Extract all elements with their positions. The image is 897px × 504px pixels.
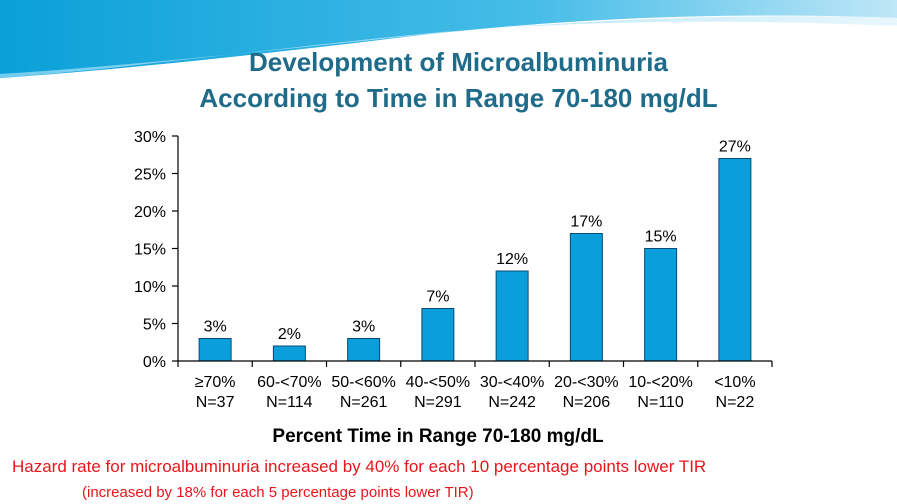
data-labels: 3% 2% 3% 7% 12% 17% 15% 27% bbox=[204, 139, 751, 344]
x-tick-label: 40-<50% bbox=[406, 374, 471, 391]
bar bbox=[198, 338, 232, 362]
bar bbox=[495, 270, 529, 362]
bar bbox=[272, 345, 306, 362]
y-tick-label: 10% bbox=[134, 279, 166, 296]
y-tick-label: 25% bbox=[134, 167, 166, 184]
x-tick-sublabel: N=291 bbox=[414, 394, 462, 411]
bar bbox=[718, 158, 752, 362]
bar-chart: 0% 5% 10% 15% 20% 25% 30% 3% 2% 3% 7% 12% 17% 15% 27%… bbox=[134, 129, 773, 447]
decorative-banner bbox=[0, 0, 897, 81]
x-tick-label: 20-<30% bbox=[554, 374, 619, 391]
x-tick-label: <10% bbox=[714, 374, 755, 391]
x-tick-sublabel: N=22 bbox=[716, 394, 755, 411]
x-tick-sublabel: N=242 bbox=[488, 394, 536, 411]
data-label: 2% bbox=[278, 326, 301, 343]
y-tick-label: 15% bbox=[134, 242, 166, 259]
chart-title-line1: Development of Microalbuminuria bbox=[249, 47, 668, 77]
chart-title-line2: According to Time in Range 70-180 mg/dL bbox=[199, 83, 718, 113]
hazard-note: Hazard rate for microalbuminuria increas… bbox=[12, 457, 707, 476]
bar bbox=[644, 248, 678, 362]
x-tick-sublabel: N=114 bbox=[266, 394, 313, 411]
bar bbox=[421, 308, 455, 362]
x-tick-label: 30-<40% bbox=[480, 374, 545, 391]
y-tick-label: 5% bbox=[143, 317, 166, 334]
y-tick-label: 20% bbox=[134, 204, 166, 221]
x-tick-sublabel: N=110 bbox=[637, 394, 684, 411]
data-label: 3% bbox=[352, 319, 375, 336]
x-axis-title: Percent Time in Range 70-180 mg/dL bbox=[272, 426, 604, 447]
x-tick-label: 60-<70% bbox=[257, 374, 322, 391]
data-label: 27% bbox=[719, 139, 751, 156]
x-axis: ≥70% N=37 60-<70% N=114 50-<60% N=261 40-<50% N… bbox=[177, 360, 773, 411]
data-label: 7% bbox=[426, 289, 449, 306]
x-tick-sublabel: N=37 bbox=[196, 394, 235, 411]
x-tick-label: 10-<20% bbox=[628, 374, 693, 391]
x-tick-label: ≥70% bbox=[195, 374, 236, 391]
y-tick-label: 0% bbox=[143, 354, 166, 371]
bar bbox=[569, 233, 603, 362]
y-tick-label: 30% bbox=[134, 129, 166, 146]
data-label: 12% bbox=[496, 251, 528, 268]
x-tick-label: 50-<60% bbox=[331, 374, 396, 391]
bar bbox=[347, 338, 381, 362]
data-label: 3% bbox=[204, 319, 227, 336]
data-label: 17% bbox=[570, 214, 602, 231]
hazard-subnote: (increased by 18% for each 5 percentage … bbox=[82, 484, 474, 501]
x-tick-sublabel: N=206 bbox=[563, 394, 611, 411]
x-tick-sublabel: N=261 bbox=[340, 394, 388, 411]
y-axis: 0% 5% 10% 15% 20% 25% 30% bbox=[134, 129, 179, 371]
data-label: 15% bbox=[645, 229, 677, 246]
